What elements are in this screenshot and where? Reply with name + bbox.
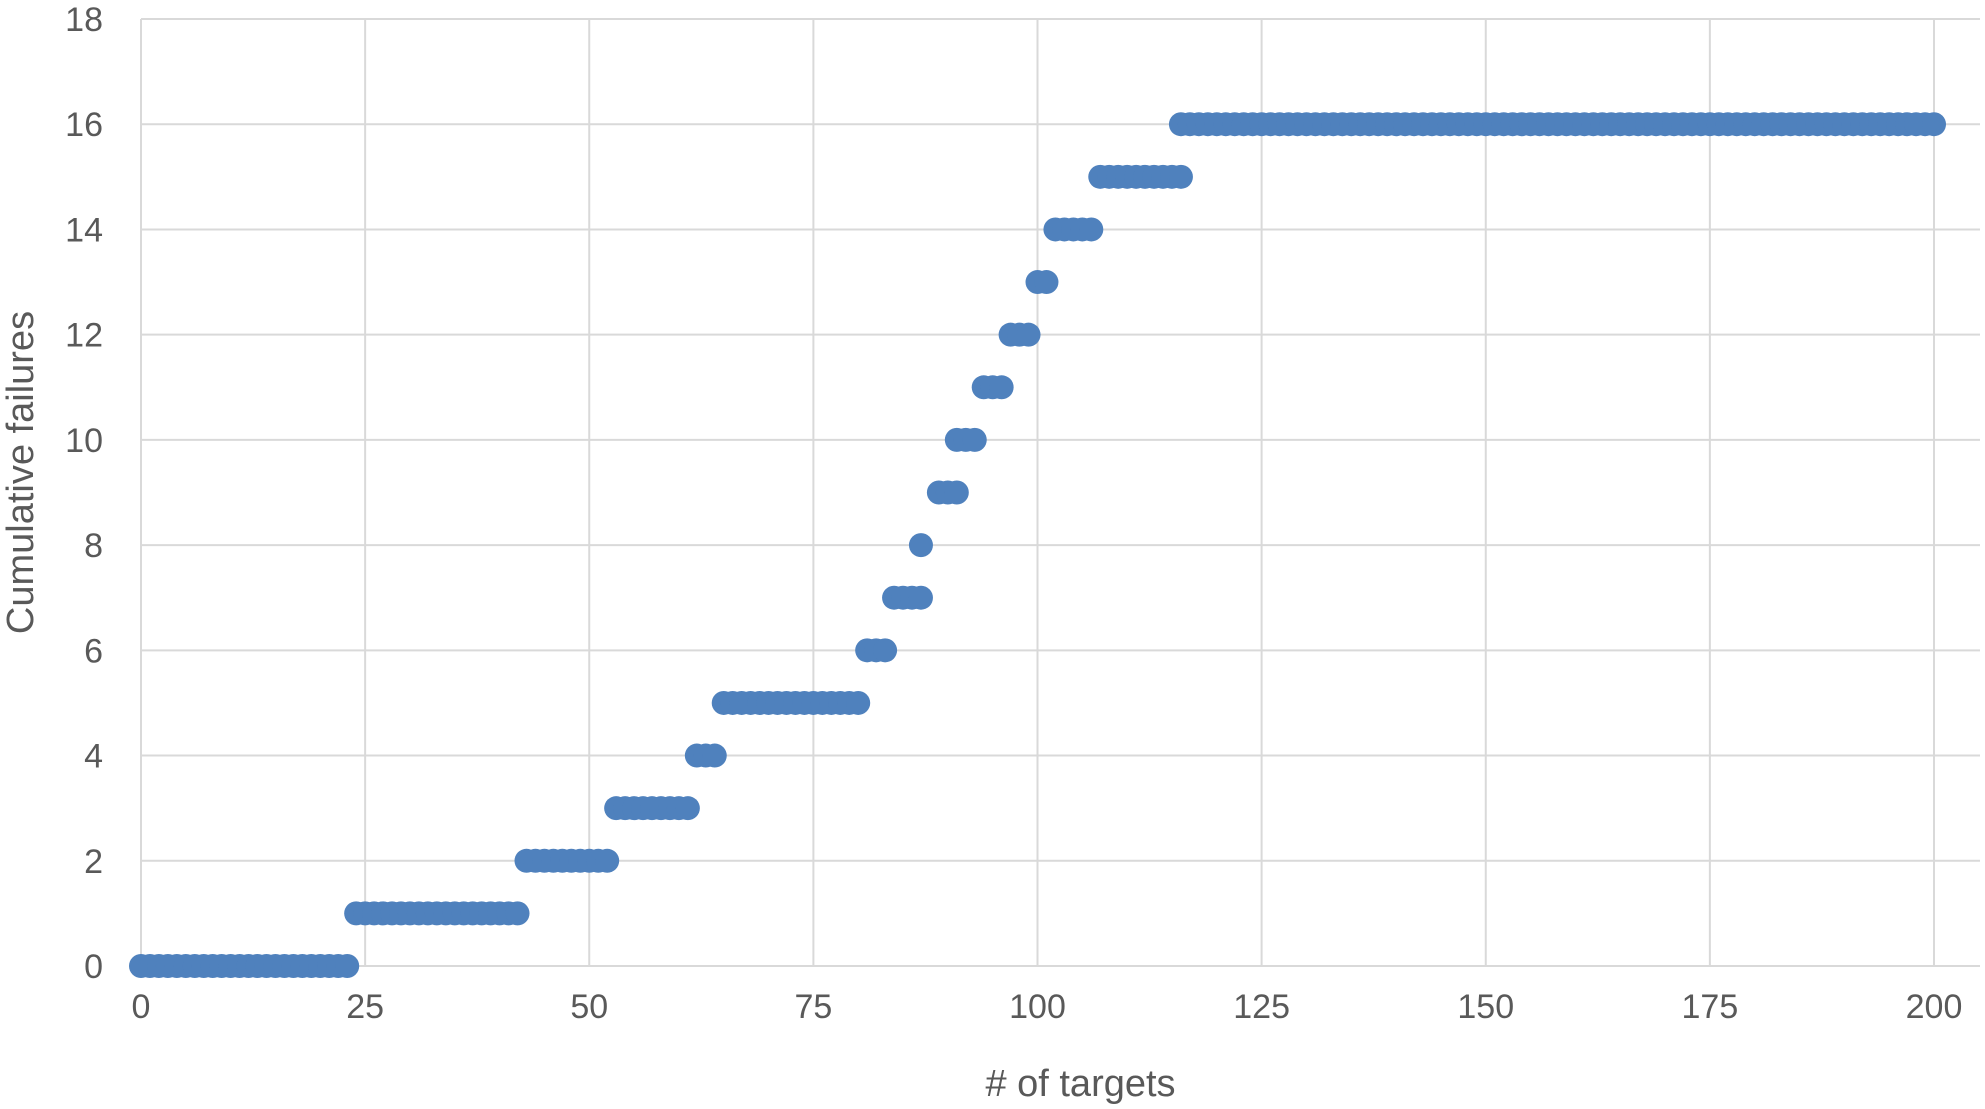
data-point xyxy=(944,480,969,505)
x-tick-label: 125 xyxy=(1233,988,1290,1026)
x-axis-title: # of targets xyxy=(985,1063,1175,1105)
data-point xyxy=(989,375,1014,400)
data-point xyxy=(335,954,360,978)
axes xyxy=(140,19,1980,967)
x-tick-label: 175 xyxy=(1682,988,1739,1026)
x-tick-label: 100 xyxy=(1009,988,1066,1026)
y-tick-label: 18 xyxy=(65,1,103,39)
y-tick-label: 2 xyxy=(84,843,103,881)
x-tick-label: 25 xyxy=(346,988,384,1026)
data-point xyxy=(675,796,700,821)
data-point xyxy=(595,848,620,873)
data-point xyxy=(908,585,933,610)
data-point xyxy=(1079,217,1104,242)
data-point xyxy=(1922,112,1946,137)
x-tick-label: 50 xyxy=(570,988,608,1026)
y-tick-label: 0 xyxy=(84,948,103,986)
data-point xyxy=(702,743,727,768)
y-tick-label: 14 xyxy=(65,211,103,249)
x-tick-label: 200 xyxy=(1906,988,1963,1026)
data-point xyxy=(962,427,987,452)
x-tick-labels: 0 25 50 75 100 125 150 175 200 xyxy=(132,988,1963,1026)
data-point xyxy=(1168,164,1193,189)
data-point xyxy=(505,901,530,926)
y-tick-label: 12 xyxy=(65,317,103,355)
x-tick-label: 150 xyxy=(1457,988,1514,1026)
x-tick-label: 75 xyxy=(794,988,832,1026)
data-points xyxy=(129,112,1946,978)
y-axis-title: Cumulative failures xyxy=(0,311,42,634)
y-tick-labels: 0 2 4 6 8 10 12 14 16 18 xyxy=(65,1,103,986)
y-tick-label: 6 xyxy=(84,632,103,670)
y-tick-label: 10 xyxy=(65,422,103,460)
data-point xyxy=(873,638,898,663)
y-tick-label: 8 xyxy=(84,527,103,565)
data-point xyxy=(1034,270,1059,295)
data-point xyxy=(908,533,933,558)
grid xyxy=(141,18,1980,966)
x-tick-label: 0 xyxy=(132,988,151,1026)
y-tick-label: 16 xyxy=(65,106,103,144)
y-tick-label: 4 xyxy=(84,738,103,776)
data-point xyxy=(846,690,871,715)
data-point xyxy=(1016,322,1041,347)
